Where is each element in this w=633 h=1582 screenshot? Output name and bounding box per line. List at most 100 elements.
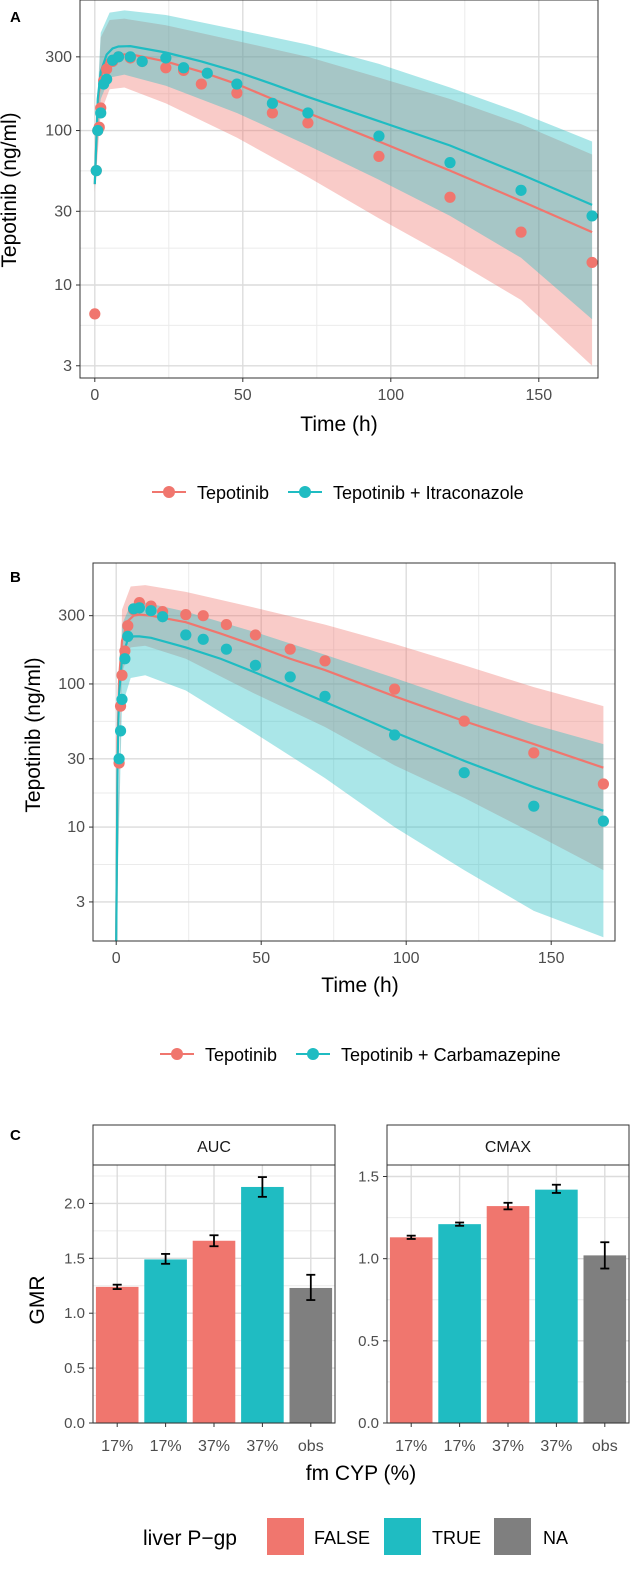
data-point-teal [157, 611, 169, 623]
data-point-red [266, 107, 278, 119]
data-point-red [116, 669, 128, 681]
series-line-teal [93, 45, 593, 206]
y-tick-label: 1.0 [64, 1305, 85, 1322]
panel-b-legend: Tepotinib Tepotinib + Carbamazepine [160, 1045, 561, 1065]
x-tick-label: 17% [150, 1438, 182, 1455]
data-point-red [231, 87, 243, 99]
facet-auc-y-ticks: 0.0 0.5 1.0 1.5 2.0 [64, 1195, 93, 1432]
data-point-teal [112, 51, 125, 63]
x-tick-label: 150 [525, 387, 552, 404]
facet-auc-bars [95, 1186, 333, 1423]
panel-b-x-axis-title: Time (h) [321, 974, 398, 997]
data-point-teal [597, 815, 610, 827]
x-tick-label: 17% [101, 1438, 133, 1455]
facet-cmax: CMAX 0.0 0.5 1.0 1.5 17% 17% 37% 37% obs [358, 1124, 630, 1455]
panel-a-border [79, 0, 599, 379]
bar-cmax-0 [389, 1237, 433, 1423]
panel-a-grid [80, 0, 598, 378]
data-point-teal [266, 97, 278, 109]
data-point-red [389, 683, 401, 695]
bar-cmax-2 [486, 1206, 530, 1423]
data-point-teal [114, 725, 127, 737]
y-tick-label: 0.0 [358, 1415, 379, 1432]
y-tick-label: 1.0 [358, 1251, 379, 1268]
data-point-teal [101, 73, 113, 85]
legend-c-swatch-false [267, 1518, 304, 1555]
bar-auc-1 [144, 1259, 187, 1423]
panel-a-points [89, 51, 598, 320]
panel-b-y-ticks: 3 10 30 100 300 [58, 608, 93, 911]
data-point-teal [197, 633, 209, 645]
x-tick-label: 100 [377, 387, 404, 404]
data-point-teal [180, 629, 192, 641]
data-point-red [89, 308, 101, 320]
data-point-red [458, 715, 470, 727]
facet-auc-strip [92, 1124, 336, 1166]
data-point-teal [389, 729, 401, 741]
y-tick-label: 30 [67, 751, 85, 768]
data-point-teal [586, 210, 598, 222]
data-point-teal [249, 659, 261, 671]
data-point-teal [113, 753, 125, 765]
data-point-teal [528, 800, 540, 812]
facet-auc-x-ticks: 17% 17% 37% 37% obs [101, 1423, 324, 1455]
data-point-red [119, 645, 131, 657]
panel-a-legend: Tepotinib Tepotinib + Itraconazole [152, 483, 524, 503]
x-tick-label: 17% [444, 1438, 476, 1455]
data-point-teal [160, 52, 172, 64]
panel-a-y-axis-title: Tepotinib (ng/ml) [0, 112, 21, 267]
data-point-teal [220, 643, 232, 655]
x-tick-label: 37% [540, 1438, 572, 1455]
x-tick-label: 17% [395, 1438, 427, 1455]
data-point-teal [124, 51, 136, 63]
data-point-teal [178, 62, 190, 74]
x-tick-label: 150 [538, 950, 565, 967]
data-point-red [373, 150, 385, 163]
legend-b-dot-tepotinib [171, 1048, 183, 1060]
data-point-red [284, 643, 296, 655]
data-point-red [249, 629, 261, 641]
data-point-teal [136, 55, 148, 68]
y-tick-label: 3 [76, 894, 85, 911]
data-point-red [101, 63, 113, 75]
data-point-red [220, 618, 232, 631]
data-point-teal [319, 690, 331, 702]
band-teal [94, 10, 593, 320]
bar-cmax-1 [438, 1224, 481, 1423]
data-point-teal [119, 653, 131, 665]
legend-c-title: liver P−gp [143, 1527, 237, 1550]
panel-c-y-axis-title: GMR [26, 1276, 49, 1325]
y-tick-label: 0.5 [64, 1360, 85, 1377]
y-tick-label: 2.0 [64, 1195, 85, 1212]
y-tick-label: 100 [58, 676, 85, 693]
band-red [116, 585, 604, 941]
data-point-teal [145, 605, 157, 617]
data-point-red [180, 609, 192, 621]
bar-auc-0 [95, 1286, 139, 1423]
facet-cmax-title: CMAX [485, 1139, 532, 1156]
panel-a-x-ticks: 0 50 100 150 [90, 378, 552, 404]
data-point-teal [116, 693, 128, 706]
data-point-teal [458, 767, 470, 779]
y-tick-label: 10 [54, 277, 72, 294]
panel-b-background [93, 563, 615, 941]
data-point-red [302, 117, 314, 129]
panel-b-border [92, 562, 616, 942]
panel-b-points [113, 597, 610, 827]
y-tick-label: 0.5 [358, 1333, 379, 1350]
legend-a-dot-itraconazole [299, 486, 311, 498]
data-point-red [528, 747, 540, 759]
y-tick-label: 300 [58, 608, 85, 625]
bar-cmax-3 [535, 1189, 578, 1423]
bar-auc-2 [192, 1240, 236, 1423]
legend-a-label-itraconazole: Tepotinib + Itraconazole [333, 483, 524, 503]
data-point-teal [302, 107, 314, 119]
panel-a-x-axis-title: Time (h) [300, 413, 377, 436]
x-tick-label: 50 [252, 950, 270, 967]
band-teal [116, 602, 604, 941]
facet-auc-error-bars [112, 1176, 316, 1301]
y-tick-label: 1.5 [64, 1250, 85, 1267]
y-tick-label: 3 [63, 358, 72, 375]
data-point-red [586, 256, 598, 269]
